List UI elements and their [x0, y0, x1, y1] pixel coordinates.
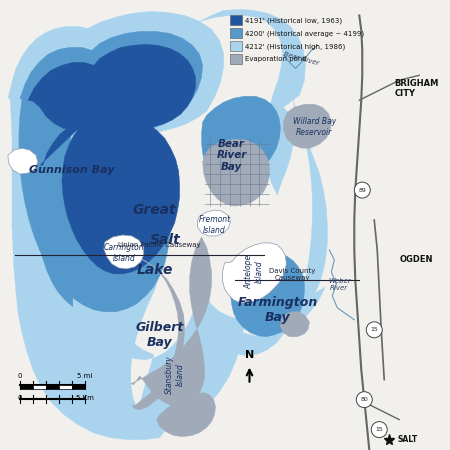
- Text: Evaporation pond: Evaporation pond: [244, 56, 306, 63]
- Text: Farmington
Bay: Farmington Bay: [237, 296, 318, 324]
- Text: Gilbert
Bay: Gilbert Bay: [135, 321, 184, 349]
- Text: 89: 89: [358, 188, 366, 193]
- Text: 5 Km: 5 Km: [76, 395, 94, 400]
- Polygon shape: [280, 312, 310, 337]
- Text: Bear
River
Bay: Bear River Bay: [216, 139, 247, 172]
- Polygon shape: [230, 253, 304, 337]
- Polygon shape: [19, 99, 170, 312]
- Bar: [46, 385, 59, 389]
- Text: 4191' (Historical low, 1963): 4191' (Historical low, 1963): [244, 17, 342, 24]
- Text: 4212' (Historical high, 1986): 4212' (Historical high, 1986): [244, 43, 345, 50]
- Text: 4200' (Historical average ~ 4199): 4200' (Historical average ~ 4199): [244, 30, 364, 36]
- Polygon shape: [8, 27, 164, 440]
- Polygon shape: [8, 148, 38, 174]
- Polygon shape: [202, 96, 280, 181]
- Text: Carrington
Island: Carrington Island: [104, 243, 144, 263]
- Polygon shape: [104, 235, 144, 269]
- Bar: [230, 41, 242, 51]
- Polygon shape: [28, 63, 114, 130]
- Polygon shape: [131, 237, 212, 407]
- Text: 15: 15: [375, 427, 383, 432]
- Polygon shape: [92, 32, 202, 130]
- Bar: [20, 385, 33, 389]
- Circle shape: [354, 182, 370, 198]
- Text: Willard Bay
Reservoir: Willard Bay Reservoir: [293, 117, 336, 137]
- Circle shape: [356, 392, 372, 408]
- Text: Great: Great: [133, 203, 176, 217]
- Polygon shape: [284, 104, 331, 148]
- Text: Antelope
Island: Antelope Island: [245, 255, 264, 289]
- Polygon shape: [83, 11, 224, 132]
- Circle shape: [366, 322, 382, 338]
- Polygon shape: [93, 45, 196, 128]
- Text: 80: 80: [360, 397, 368, 402]
- Text: Stansbury
Island: Stansbury Island: [165, 356, 184, 394]
- Text: Salt: Salt: [149, 233, 180, 247]
- Text: 0: 0: [18, 395, 22, 400]
- Text: Davis County
Causeway: Davis County Causeway: [269, 268, 315, 281]
- Bar: [33, 385, 46, 389]
- Bar: [72, 385, 85, 389]
- Text: SALT: SALT: [397, 435, 418, 444]
- Text: Fremont
Island: Fremont Island: [198, 215, 231, 235]
- Bar: [59, 385, 72, 389]
- Text: 5 mi: 5 mi: [77, 373, 93, 379]
- Polygon shape: [103, 277, 325, 440]
- Polygon shape: [200, 9, 327, 356]
- Text: Union Pacific Causeway: Union Pacific Causeway: [118, 242, 201, 248]
- Polygon shape: [20, 47, 113, 132]
- Bar: [230, 15, 242, 25]
- Polygon shape: [223, 243, 287, 303]
- Text: OGDEN: OGDEN: [399, 256, 433, 265]
- Polygon shape: [157, 393, 216, 436]
- Polygon shape: [40, 114, 180, 274]
- Circle shape: [371, 422, 387, 437]
- Text: BRIGHAM
CITY: BRIGHAM CITY: [394, 79, 439, 98]
- Text: N: N: [245, 350, 254, 360]
- Bar: [230, 54, 242, 64]
- Polygon shape: [132, 258, 184, 410]
- Bar: [230, 28, 242, 38]
- Text: Weber
River: Weber River: [328, 279, 351, 292]
- Polygon shape: [202, 139, 270, 206]
- Text: Bear River: Bear River: [283, 51, 320, 66]
- Text: 0: 0: [18, 373, 22, 379]
- Text: 15: 15: [370, 327, 378, 332]
- Polygon shape: [198, 210, 230, 236]
- Text: Lake: Lake: [136, 263, 173, 277]
- Text: Gunnison Bay: Gunnison Bay: [29, 165, 115, 175]
